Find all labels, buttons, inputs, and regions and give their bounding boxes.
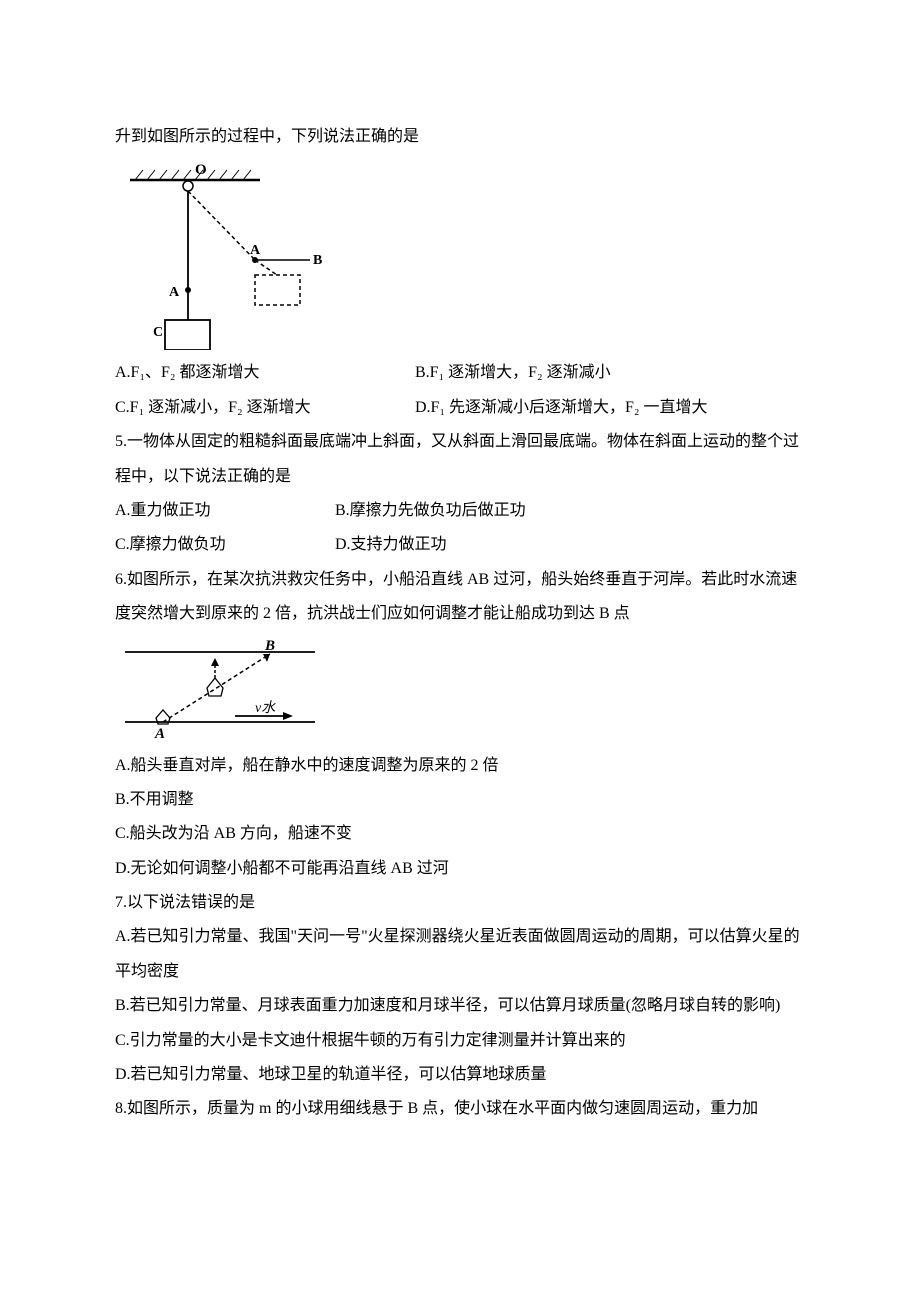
- label-v: v水: [255, 700, 276, 716]
- q7-optB: B.若已知引力常量、月球表面重力加速度和月球半径，可以估算月球质量(忽略月球自转…: [115, 989, 805, 1023]
- q7-optA: A.若已知引力常量、我国"天问一号"火星探测器绕火星近表面做圆周运动的周期，可以…: [115, 920, 805, 989]
- q5-text: 5.一物体从固定的粗糙斜面最底端冲上斜面，又从斜面上滑回最底端。物体在斜面上运动…: [115, 425, 805, 494]
- label-A-upper: A: [250, 243, 261, 258]
- q5-optB: B.摩擦力先做负功后做正功: [335, 494, 805, 528]
- q6-optB: B.不用调整: [115, 783, 805, 817]
- q7-text: 7.以下说法错误的是: [115, 886, 805, 920]
- q6-optC: C.船头改为沿 AB 方向，船速不变: [115, 817, 805, 851]
- q4-optD: D.F₁ 先逐渐减小后逐渐增大，F₂ 一直增大: [415, 391, 805, 425]
- q5-optD: D.支持力做正功: [335, 528, 805, 562]
- q5-optC: C.摩擦力做负功: [115, 528, 335, 562]
- q6-figure: B A v水: [115, 638, 805, 743]
- label-A-river: A: [154, 726, 165, 742]
- label-B-river: B: [264, 638, 275, 654]
- q6-text: 6.如图所示，在某次抗洪救灾任务中，小船沿直线 AB 过河，船头始终垂直于河岸。…: [115, 563, 805, 632]
- q7-optD: D.若已知引力常量、地球卫星的轨道半径，可以估算地球质量: [115, 1058, 805, 1092]
- label-A-lower: A: [169, 285, 180, 300]
- q8-text: 8.如图所示，质量为 m 的小球用细线悬于 B 点，使小球在水平面内做匀速圆周运…: [115, 1092, 805, 1126]
- q4-optA: A.F₁、F₂ 都逐渐增大: [115, 356, 415, 390]
- q7-optC: C.引力常量的大小是卡文迪什根据牛顿的万有引力定律测量并计算出来的: [115, 1024, 805, 1058]
- label-B: B: [313, 253, 322, 268]
- q4-figure: O A C A B: [115, 160, 805, 350]
- q6-optD: D.无论如何调整小船都不可能再沿直线 AB 过河: [115, 852, 805, 886]
- q4-optC: C.F₁ 逐渐减小，F₂ 逐渐增大: [115, 391, 415, 425]
- q6-optA: A.船头垂直对岸，船在静水中的速度调整为原来的 2 倍: [115, 749, 805, 783]
- label-O: O: [195, 162, 207, 178]
- label-C: C: [153, 325, 163, 340]
- q4-intro: 升到如图所示的过程中，下列说法正确的是: [115, 120, 805, 154]
- q5-optA: A.重力做正功: [115, 494, 335, 528]
- q4-optB: B.F₁ 逐渐增大，F₂ 逐渐减小: [415, 356, 805, 390]
